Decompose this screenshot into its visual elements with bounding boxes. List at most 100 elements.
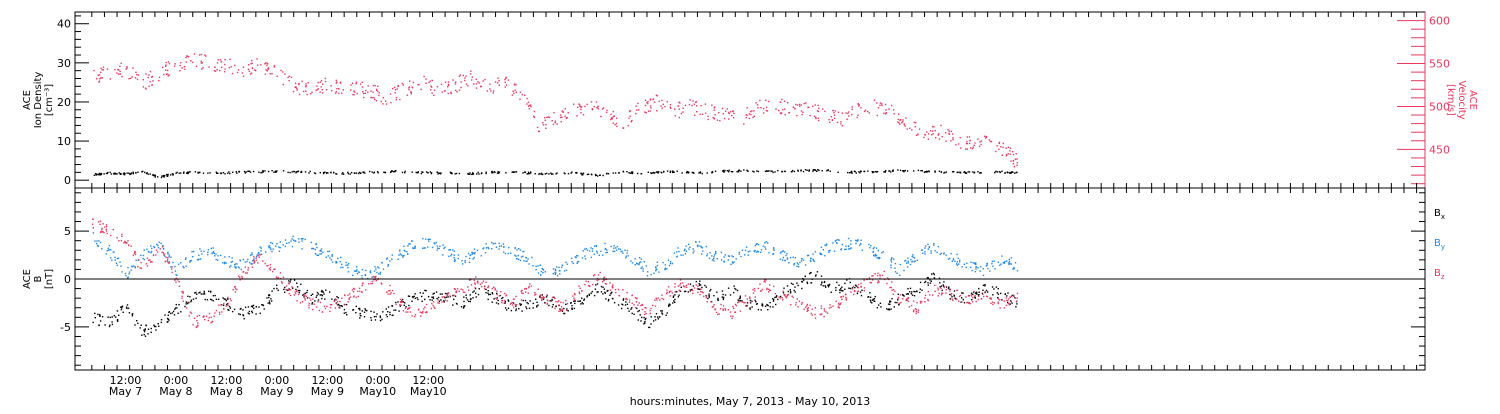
data-point (409, 311, 412, 313)
data-point (236, 172, 238, 174)
data-point (460, 288, 462, 290)
data-point (993, 302, 996, 304)
data-point (117, 73, 120, 75)
data-point (857, 290, 859, 292)
data-point (348, 297, 350, 299)
data-point (340, 305, 343, 307)
data-point (692, 289, 694, 292)
data-point (890, 286, 892, 289)
data-point (202, 172, 205, 174)
data-point (751, 306, 753, 308)
data-point (244, 306, 247, 308)
x-tick-label-time: 0:00 (365, 374, 390, 387)
data-point (974, 142, 976, 144)
data-point (795, 304, 797, 306)
data-point (948, 130, 950, 132)
data-point (835, 300, 837, 302)
data-point (536, 126, 539, 128)
data-point (438, 172, 440, 174)
data-point (364, 289, 367, 291)
data-point (262, 170, 264, 172)
data-point (320, 248, 323, 250)
data-point (322, 83, 324, 85)
data-point (850, 240, 852, 242)
data-point (170, 312, 172, 315)
data-point (736, 289, 739, 292)
data-point (840, 248, 843, 250)
data-point (561, 264, 564, 267)
data-point (151, 261, 153, 263)
data-point (361, 277, 363, 279)
data-point (891, 257, 893, 259)
data-point (631, 302, 633, 305)
data-point (713, 258, 715, 260)
data-point (101, 227, 103, 229)
data-point (973, 144, 975, 146)
data-point (591, 174, 593, 176)
data-point (704, 103, 707, 105)
data-point (961, 292, 963, 294)
data-point (786, 257, 789, 259)
data-point (960, 301, 962, 303)
data-point (468, 261, 471, 263)
data-point (879, 302, 882, 304)
data-point (434, 243, 436, 245)
data-point (691, 171, 693, 174)
data-point (164, 260, 166, 263)
data-point (855, 172, 857, 174)
data-point (827, 169, 829, 172)
data-point (977, 171, 979, 173)
data-point (824, 255, 826, 257)
data-point (293, 294, 295, 296)
data-point (949, 288, 952, 291)
data-point (942, 284, 944, 286)
data-point (158, 325, 160, 327)
data-point (956, 171, 958, 174)
data-point (496, 290, 498, 292)
data-point (853, 290, 856, 293)
data-point (822, 285, 824, 287)
data-point (236, 288, 238, 291)
data-point (979, 270, 981, 272)
data-point (487, 285, 490, 287)
data-point (593, 105, 595, 108)
data-point (909, 291, 911, 293)
data-point (810, 312, 813, 315)
data-point (363, 96, 365, 99)
data-point (352, 296, 355, 298)
data-point (626, 252, 628, 254)
data-point (429, 299, 431, 301)
data-point (144, 87, 147, 89)
data-point (295, 172, 297, 174)
data-point (626, 298, 628, 301)
data-point (928, 170, 930, 172)
data-point (773, 247, 775, 249)
data-point (387, 265, 389, 267)
data-point (294, 291, 296, 293)
data-point (951, 296, 953, 298)
data-point (701, 286, 703, 289)
data-point (923, 136, 925, 139)
data-point (554, 121, 556, 124)
data-point (135, 71, 137, 73)
data-point (161, 175, 163, 177)
data-point (733, 261, 735, 263)
data-point (640, 173, 642, 175)
data-point (959, 171, 961, 173)
data-point (422, 247, 424, 249)
data-point (954, 297, 956, 299)
data-point (820, 246, 823, 248)
data-point (284, 73, 286, 75)
data-point (223, 298, 225, 300)
data-point (789, 289, 791, 291)
data-point (970, 292, 973, 294)
data-point (161, 246, 164, 248)
data-point (561, 310, 564, 312)
data-point (718, 112, 720, 114)
data-point (957, 143, 960, 145)
data-point (445, 296, 448, 298)
data-point (963, 263, 965, 265)
data-point (1005, 304, 1008, 307)
data-point (544, 173, 546, 175)
data-point (316, 291, 319, 294)
